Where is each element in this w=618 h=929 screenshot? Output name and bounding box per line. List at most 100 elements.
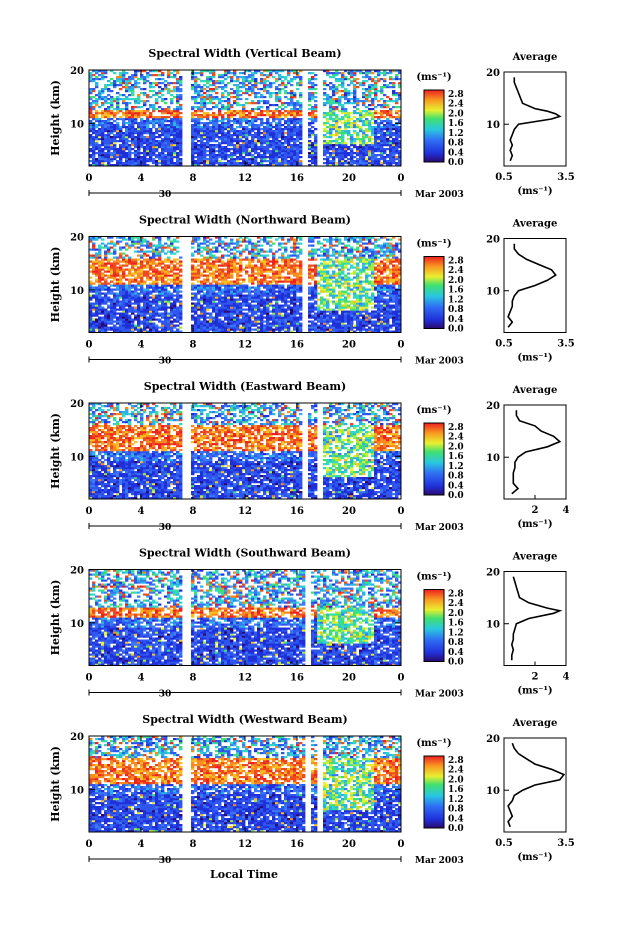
colorbar-tick-label: 1.6	[448, 785, 464, 795]
colorbar-tick-label: 0.8	[448, 472, 464, 482]
average-x-tick: 2	[532, 505, 539, 516]
average-x-tick: 0.5	[495, 838, 512, 849]
average-x-tick: 0.5	[495, 172, 512, 183]
colorbar-tick-label: 0.0	[448, 491, 464, 501]
colorbar-tick-label: 0.0	[448, 158, 464, 168]
panel-4: Spectral Width (Southward Beam) 20 10 Heigh…	[49, 547, 570, 700]
x-tick-label: 20	[342, 673, 356, 684]
colorbar-tick-label: 0.4	[448, 648, 464, 658]
x-tick-label: 20	[342, 173, 356, 184]
average-y-tick: 20	[486, 401, 500, 412]
x-tick-label: 4	[138, 673, 145, 684]
colorbar-tick-label: 0.8	[448, 805, 464, 815]
x-tick-label: 0	[398, 340, 405, 351]
x-tick-label: 0	[398, 673, 405, 684]
x-tick-label: 0	[86, 173, 93, 184]
colorbar-tick-label: 2.4	[448, 266, 464, 276]
colorbar-tick-label: 0.0	[448, 824, 464, 834]
panel-1: Spectral Width (Vertical Beam) 20 10 Height…	[49, 47, 575, 200]
colorbar	[423, 589, 445, 662]
panel-title: Spectral Width (Vertical Beam)	[148, 47, 341, 60]
average-frame	[503, 737, 567, 833]
colorbar-tick-label: 1.6	[448, 119, 464, 129]
average-title: Average	[512, 718, 558, 729]
x-tick-label: 8	[190, 340, 197, 351]
x-tick-label: 16	[290, 173, 304, 184]
date-label: Mar 2003	[415, 190, 464, 200]
panel-title: Spectral Width (Southward Beam)	[139, 547, 351, 560]
colorbar-tick-label: 2.8	[448, 756, 464, 766]
day-label: 30	[159, 690, 172, 700]
colorbar-unit: (ms⁻¹)	[416, 405, 451, 416]
date-label: Mar 2003	[415, 523, 464, 533]
y-tick-label: 10	[70, 785, 84, 796]
colorbar-tick-label: 1.2	[448, 628, 464, 638]
average-title: Average	[512, 52, 558, 63]
colorbar-tick-label: 1.6	[448, 452, 464, 462]
colorbar-tick-label: 2.4	[448, 100, 464, 110]
colorbar-tick-label: 2.0	[448, 609, 464, 619]
average-profile-line	[507, 243, 557, 328]
colorbar	[423, 422, 445, 496]
x-tick-label: 12	[238, 506, 252, 517]
average-x-tick: 3.5	[557, 172, 574, 183]
y-tick-label: 10	[70, 452, 84, 463]
average-x-label: (ms⁻¹)	[517, 519, 552, 530]
colorbar-tick-label: 0.4	[448, 481, 464, 491]
average-x-tick: 0.5	[495, 339, 512, 350]
average-x-label: (ms⁻¹)	[517, 353, 552, 364]
colorbar-tick-label: 0.4	[448, 315, 464, 325]
x-tick-label: 0	[86, 673, 93, 684]
y-tick-label: 10	[70, 286, 84, 297]
colorbar-tick-label: 2.4	[448, 599, 464, 609]
heatmap-cells	[89, 403, 402, 500]
colorbar-tick-label: 2.0	[448, 109, 464, 119]
x-tick-label: 8	[190, 173, 197, 184]
x-tick-label: 20	[342, 506, 356, 517]
colorbar-tick-label: 2.8	[448, 423, 464, 433]
average-y-tick: 20	[486, 734, 500, 745]
panel-title: Spectral Width (Eastward Beam)	[144, 380, 346, 393]
colorbar	[423, 89, 445, 163]
average-y-tick: 20	[486, 235, 500, 246]
y-axis-label: Height (km)	[49, 247, 62, 323]
x-tick-label: 16	[290, 673, 304, 684]
colorbar-tick-label: 0.4	[448, 148, 464, 158]
colorbar-tick-label: 1.2	[448, 462, 464, 472]
y-tick-label: 10	[70, 619, 84, 630]
colorbar-tick-label: 0.0	[448, 325, 464, 335]
average-y-tick: 20	[486, 68, 500, 79]
x-tick-label: 4	[138, 839, 145, 850]
colorbar	[423, 755, 445, 829]
date-label: Mar 2003	[415, 357, 464, 367]
x-tick-label: 4	[138, 173, 145, 184]
x-tick-label: 0	[398, 506, 405, 517]
y-tick-label: 20	[70, 732, 84, 743]
x-tick-label: 12	[238, 340, 252, 351]
average-profile-line	[509, 77, 562, 162]
average-y-tick: 10	[486, 453, 500, 464]
colorbar	[423, 256, 445, 329]
date-label: Mar 2003	[415, 690, 464, 700]
average-title: Average	[512, 552, 558, 563]
x-tick-label: 20	[342, 340, 356, 351]
average-title: Average	[512, 385, 558, 396]
y-tick-label: 10	[70, 119, 84, 130]
colorbar-tick-label: 2.0	[448, 775, 464, 785]
average-x-tick: 4	[563, 505, 570, 516]
colorbar-tick-label: 0.4	[448, 814, 464, 824]
x-tick-label: 4	[138, 340, 145, 351]
average-profile-line	[511, 410, 562, 495]
x-tick-label: 16	[290, 506, 304, 517]
colorbar-tick-label: 2.8	[448, 257, 464, 267]
average-x-label: (ms⁻¹)	[517, 686, 552, 697]
y-axis-label: Height (km)	[49, 580, 62, 656]
y-axis-label: Height (km)	[49, 413, 62, 489]
colorbar-tick-label: 0.8	[448, 139, 464, 149]
average-x-tick: 3.5	[557, 339, 574, 350]
x-tick-label: 12	[238, 173, 252, 184]
colorbar-tick-label: 2.8	[448, 90, 464, 100]
x-tick-label: 0	[398, 839, 405, 850]
average-y-tick: 10	[486, 120, 500, 131]
y-tick-label: 20	[70, 233, 84, 244]
